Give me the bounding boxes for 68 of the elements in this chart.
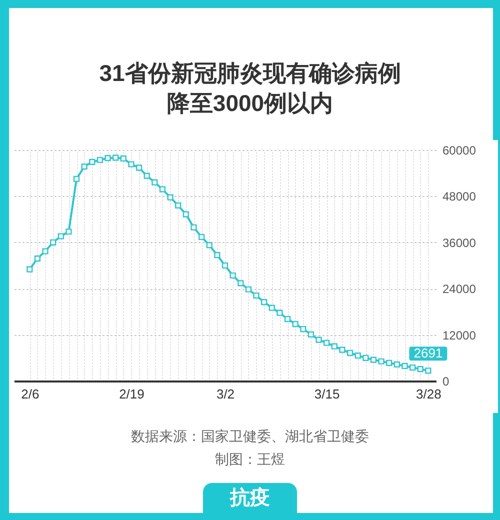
point <box>268 304 275 311</box>
point <box>370 356 377 363</box>
point <box>26 266 33 272</box>
point <box>34 256 40 262</box>
point <box>206 242 212 248</box>
point <box>292 320 298 328</box>
point <box>159 186 166 192</box>
y-tick-label: 12000 <box>442 328 476 342</box>
point <box>284 316 291 322</box>
point <box>66 228 72 235</box>
point <box>104 155 111 162</box>
x-tick-label: 3/15 <box>314 386 340 402</box>
point <box>182 211 189 218</box>
point <box>261 299 268 306</box>
point <box>394 361 400 368</box>
point <box>89 158 96 165</box>
point <box>331 343 338 350</box>
point <box>378 358 384 364</box>
point <box>316 336 322 343</box>
point <box>222 262 228 269</box>
point <box>230 272 236 279</box>
point <box>339 346 346 353</box>
x-tick-label: 3/28 <box>416 386 442 402</box>
point <box>190 224 197 230</box>
x-tick-label: 2/19 <box>119 386 144 402</box>
point <box>198 234 205 240</box>
point <box>112 154 119 161</box>
point <box>362 354 369 361</box>
text: 制图：王煜 <box>214 450 286 469</box>
tab: 抗疫 <box>203 483 297 513</box>
point <box>73 176 80 182</box>
x-tick-label: 2/6 <box>21 386 40 402</box>
point <box>238 280 244 286</box>
point <box>136 164 142 171</box>
point <box>42 248 48 254</box>
point <box>120 155 126 162</box>
point <box>346 350 354 356</box>
point <box>300 326 306 332</box>
y-tick-label: 0 <box>442 374 450 388</box>
point <box>354 352 361 359</box>
data-label: 2691 <box>414 346 443 361</box>
point <box>81 164 88 170</box>
point <box>245 286 252 292</box>
point <box>144 172 150 179</box>
point <box>425 368 432 374</box>
x-tick-label: 3/2 <box>216 386 235 402</box>
point <box>152 179 158 186</box>
point <box>417 366 424 372</box>
point <box>50 239 56 246</box>
point <box>128 161 134 168</box>
point <box>308 331 314 338</box>
y-tick-label: 24000 <box>442 282 476 296</box>
point <box>214 252 220 258</box>
point <box>58 233 64 240</box>
source-note: 数据来源：国家卫健委、湖北省卫健委 <box>130 427 370 446</box>
point <box>175 202 182 208</box>
y-tick-label: 36000 <box>442 236 476 250</box>
point <box>276 310 283 316</box>
y-tick-label: 60000 <box>442 144 476 158</box>
point <box>324 340 330 346</box>
point <box>167 194 174 200</box>
point <box>410 364 416 371</box>
point <box>253 292 260 299</box>
point <box>386 360 392 366</box>
point <box>402 362 408 370</box>
chart-title: 31省份新冠肺炎现有确诊病例降至3000例以内 <box>98 59 402 118</box>
y-tick-label: 48000 <box>442 190 476 204</box>
point <box>96 156 104 164</box>
